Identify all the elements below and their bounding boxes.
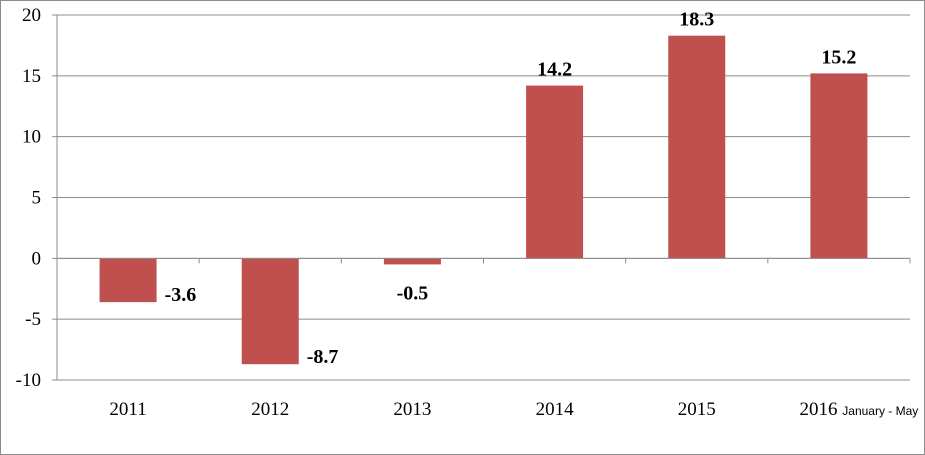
y-tick-label: 15 [22, 66, 41, 87]
y-tick-label: 0 [32, 248, 42, 269]
y-tick-label: 20 [22, 5, 41, 26]
bar [668, 35, 726, 259]
bar [383, 258, 441, 265]
x-category-label: 2011 [109, 399, 146, 420]
x-category-label: 2016 January - May [800, 399, 919, 420]
y-tick-label: 10 [22, 127, 41, 148]
data-label: -3.6 [165, 284, 197, 306]
x-category-label: 2012 [251, 399, 289, 420]
y-tick-label: 5 [32, 188, 42, 209]
x-category-label: 2013 [393, 399, 431, 420]
y-tick-label: -10 [16, 370, 41, 391]
data-label: -0.5 [397, 282, 429, 304]
bar [810, 73, 868, 259]
x-category-note: January - May [842, 404, 918, 418]
data-label: 18.3 [679, 9, 714, 31]
bar [99, 258, 157, 303]
bar [526, 85, 584, 259]
x-category-label: 2015 [678, 399, 716, 420]
y-tick-label: -5 [25, 309, 41, 330]
x-category-year: 2016 [800, 399, 843, 420]
data-label: 15.2 [821, 46, 856, 68]
data-label: 14.2 [537, 59, 572, 81]
x-category-label: 2014 [536, 399, 575, 420]
data-label: -8.7 [307, 346, 339, 368]
bar [241, 258, 299, 365]
